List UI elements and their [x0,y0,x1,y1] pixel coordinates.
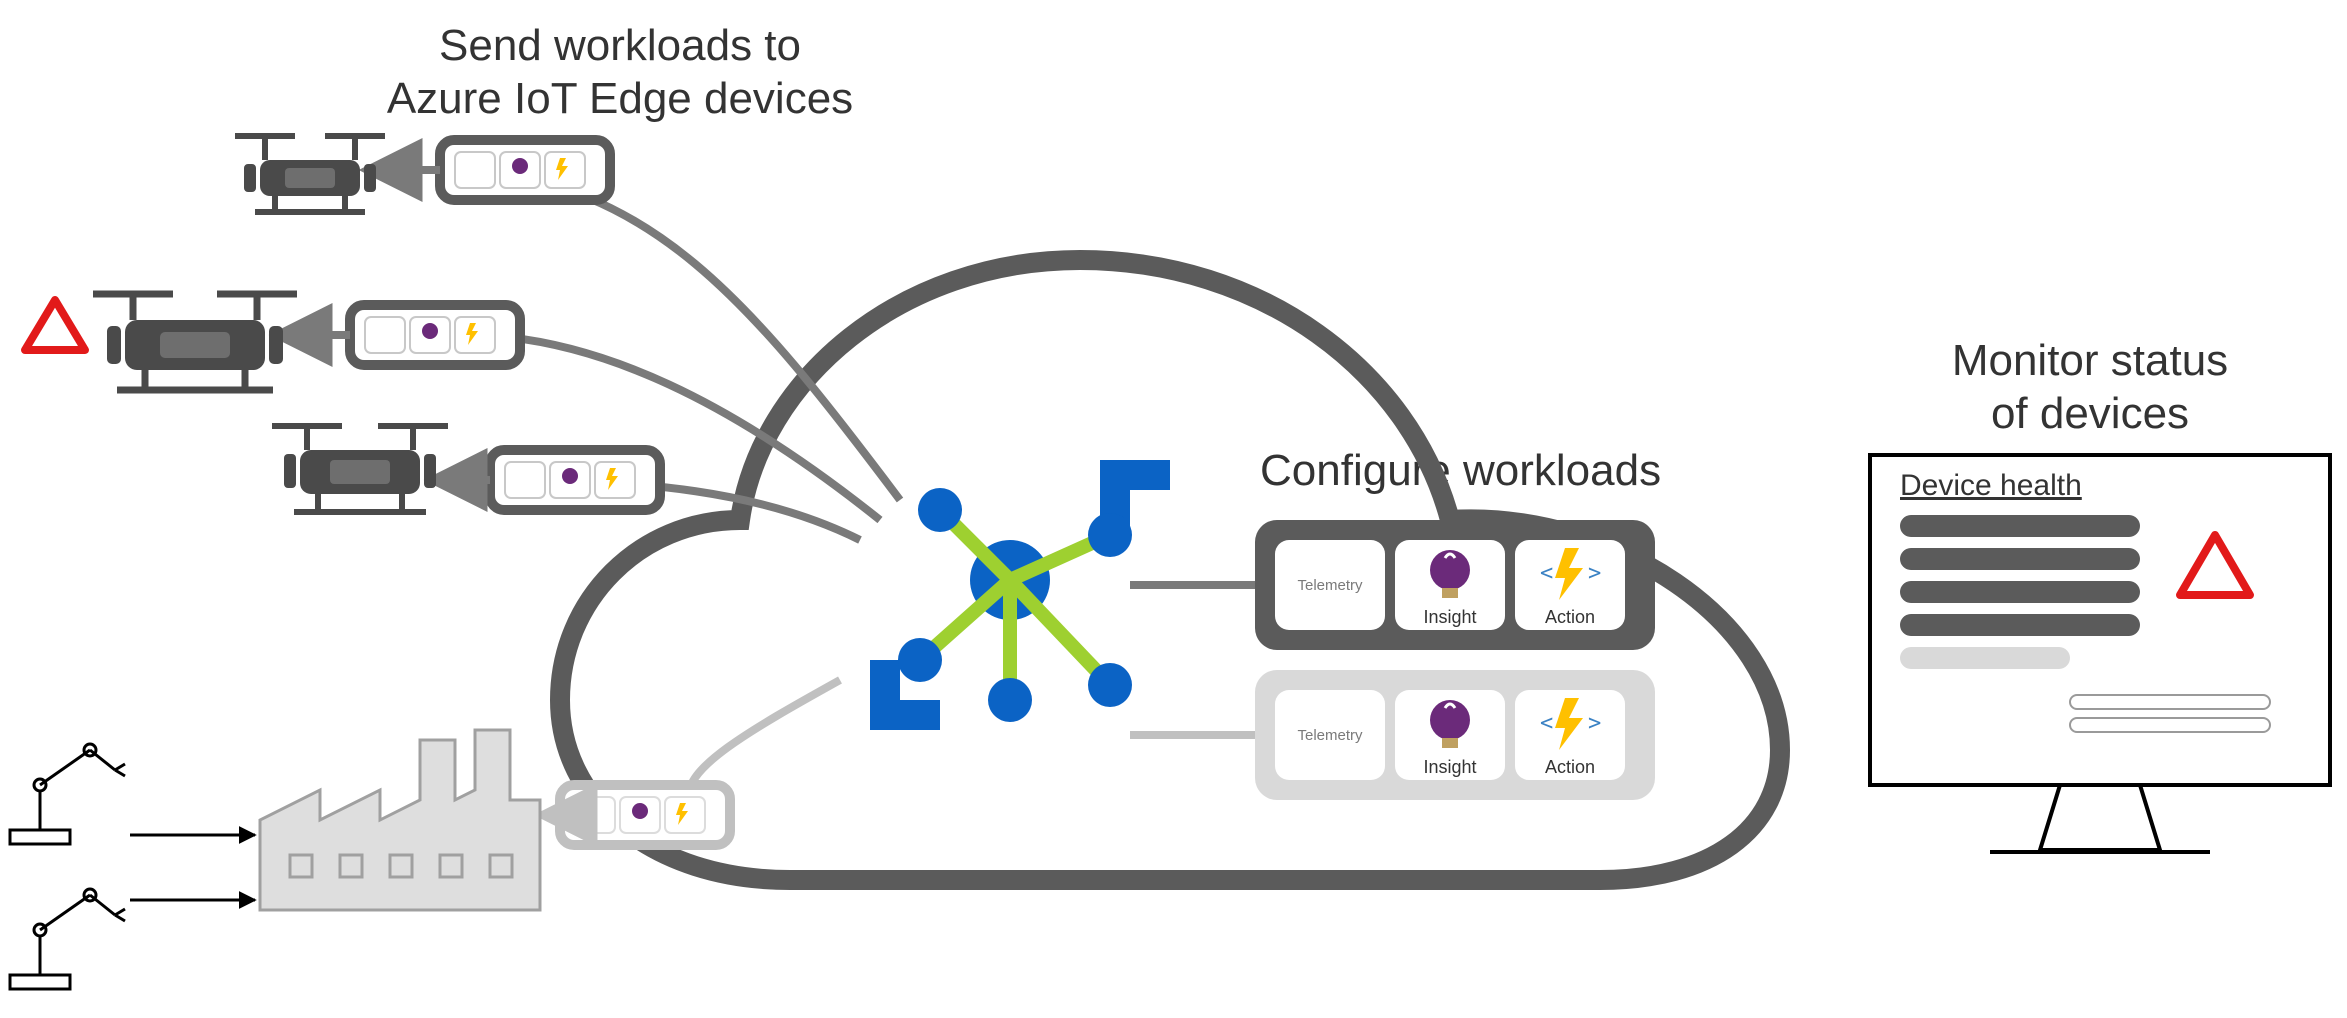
edge-module-drone2 [350,305,520,365]
svg-text:<: < [1540,711,1553,736]
action-label-light: Action [1545,757,1595,777]
edge-module-drone3 [490,450,660,510]
drone3-icon [272,426,448,512]
health-bar5 [1900,647,2070,669]
edge-module-drone1 [440,140,610,200]
robot-arm1-icon [10,744,125,844]
health-bar4 [1900,614,2140,636]
iot-hub-icon [870,460,1170,730]
health-bar1 [1900,515,2140,537]
device-health-label: Device health [1900,469,2082,502]
health-bar3 [1900,581,2140,603]
telemetry-label-light: Telemetry [1297,727,1363,744]
telemetry-label-dark: Telemetry [1297,577,1363,594]
svg-text:>: > [1588,711,1601,736]
svg-text:>: > [1588,561,1601,586]
drone2-icon [93,294,297,390]
insight-label-light: Insight [1423,757,1476,777]
factory-icon [260,730,540,910]
edge-module-factory [560,785,730,845]
svg-text:<: < [1540,561,1553,586]
alert-icon-drone [25,300,85,350]
insight-label-dark: Insight [1423,607,1476,627]
robot-arm2-icon [10,889,125,989]
drone1-icon [235,136,385,212]
action-label-dark: Action [1545,607,1595,627]
health-bar2 [1900,548,2140,570]
